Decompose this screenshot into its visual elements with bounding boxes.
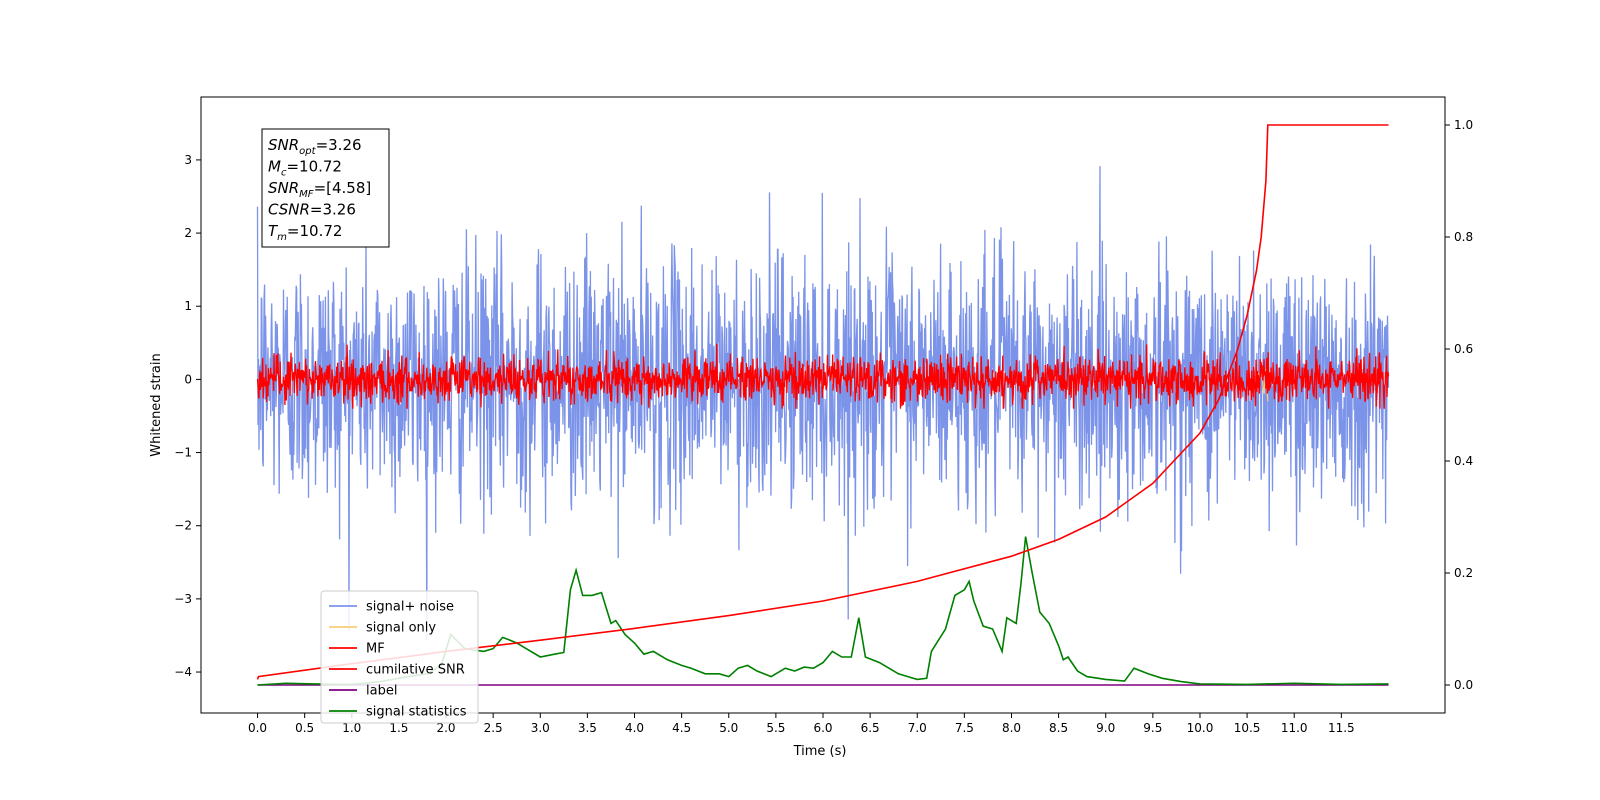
x-tick-label: 7.0 [908,721,927,735]
x-tick-label: 0.5 [295,721,314,735]
x-tick-label: 4.5 [672,721,691,735]
y-tick-label: −1 [174,446,192,460]
x-tick-label: 8.0 [1002,721,1021,735]
x-tick-label: 9.5 [1143,721,1162,735]
x-tick-label: 7.5 [955,721,974,735]
annotation-line: CSNR=3.26 [268,201,356,219]
y-axis-label: Whitened strain [149,353,164,456]
x-tick-label: 0.0 [248,721,267,735]
x-tick-label: 6.0 [813,721,832,735]
y2-axis-ticks: 0.0 0.2 0.4 0.6 0.8 1.0 [1445,118,1473,692]
x-tick-label: 10.0 [1187,721,1214,735]
legend-label: cumilative SNR [366,663,465,678]
x-tick-label: 11.5 [1328,721,1355,735]
x-tick-label: 5.0 [719,721,738,735]
legend-label: signal+ noise [366,600,454,615]
legend-label: label [366,684,397,699]
y2-tick-label: 0.4 [1454,454,1473,468]
annotation-line: Mc=10.72 [268,158,342,179]
x-tick-label: 3.0 [531,721,550,735]
x-tick-label: 3.5 [578,721,597,735]
x-tick-label: 5.5 [766,721,785,735]
x-tick-label: 1.0 [342,721,361,735]
series-signal-statistics [257,536,1389,686]
parameter-annotation-box: SNRopt=3.26Mc=10.72SNRMF=[4.58]CSNR=3.26… [261,128,390,248]
x-tick-label: 8.5 [1049,721,1068,735]
legend-label: signal only [366,621,436,636]
x-tick-label: 9.0 [1096,721,1115,735]
annotation-line: Tm=10.72 [268,222,342,243]
x-tick-label: 10.5 [1234,721,1261,735]
annotation-line: SNRMF=[4.58] [268,179,371,200]
x-tick-label: 4.0 [625,721,644,735]
x-tick-label: 1.5 [389,721,408,735]
x-tick-label: 6.5 [861,721,880,735]
series-cumulative-snr [256,124,1389,680]
y2-tick-label: 1.0 [1454,118,1473,132]
y-tick-label: −2 [174,519,192,533]
legend-label: MF [366,642,385,657]
x-tick-label: 2.5 [484,721,503,735]
x-tick-label: 2.0 [436,721,455,735]
y2-tick-label: 0.2 [1454,566,1473,580]
y-tick-label: −3 [174,592,192,606]
y-tick-label: 1 [184,299,192,313]
y-tick-label: 0 [184,372,192,386]
annotation-line: SNRopt=3.26 [268,136,362,157]
y-axis-ticks: −4 −3 −2 −1 0 1 2 3 [174,153,201,679]
y2-tick-label: 0.6 [1454,342,1473,356]
x-axis-label: Time (s) [793,744,847,759]
x-tick-label: 11.0 [1281,721,1308,735]
y-tick-label: 2 [184,226,192,240]
series-mf [256,343,1390,409]
y-tick-label: −4 [174,665,192,679]
legend-label: signal statistics [366,705,467,720]
y2-tick-label: 0.8 [1454,230,1473,244]
x-axis-ticks: 0.0 0.5 1.0 1.5 2.0 2.5 3.0 3.5 4.0 4.5 5.0 5.5 6.0 6… [248,713,1355,735]
y2-tick-label: 0.0 [1454,678,1473,692]
legend: signal+ noise signal only MF cumilative SNR… [320,590,479,724]
y-tick-label: 3 [184,153,192,167]
